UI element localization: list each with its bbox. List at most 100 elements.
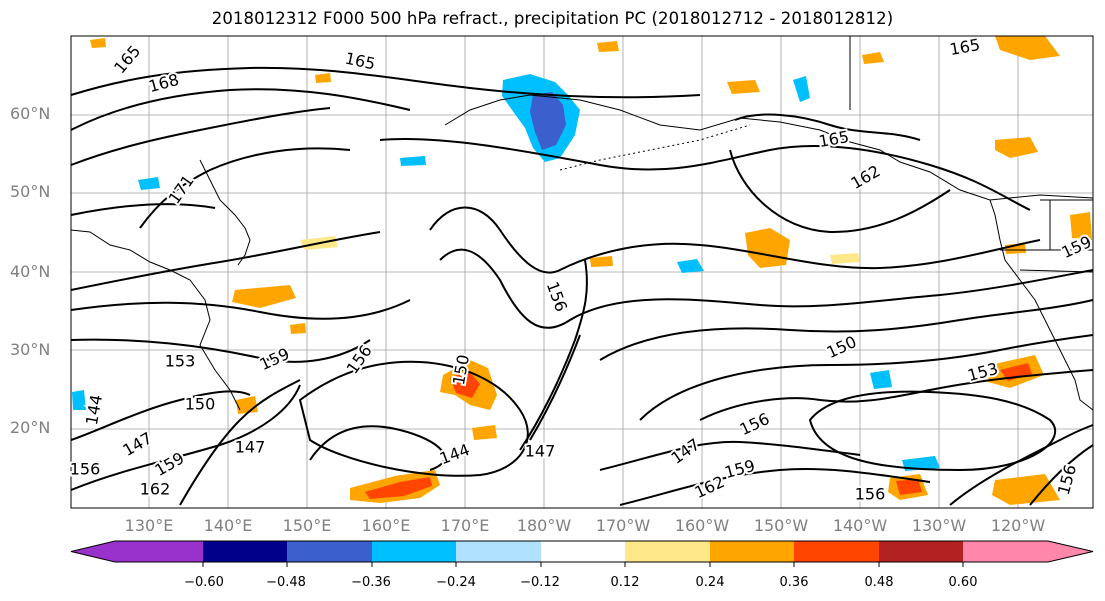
contour-line — [309, 425, 446, 471]
shading-red-patch — [365, 477, 432, 499]
dateline-border — [559, 124, 751, 171]
shading-orange-patch — [90, 38, 106, 48]
colorbar-tick: −0.36 — [351, 575, 391, 590]
colorbar-tick: 0.36 — [779, 575, 809, 590]
lon-label-170w: 170°W — [595, 516, 651, 535]
lon-label-180w: 180°W — [516, 516, 572, 535]
shading-orange-patch — [995, 137, 1038, 158]
contour-line — [1029, 444, 1094, 506]
shading-blue-patch — [138, 177, 160, 190]
refractivity-contours — [70, 66, 1094, 506]
contour-label: 150 — [449, 353, 473, 386]
shading-blue-patch — [793, 76, 810, 102]
contour-line — [70, 390, 251, 441]
contour-label: 147 — [525, 442, 556, 461]
colorbar-segment — [372, 541, 456, 562]
shading-orange-patch — [315, 73, 331, 83]
colorbar-segment — [203, 541, 287, 562]
colorbar-tick: −0.60 — [184, 575, 224, 590]
colorbar-tick: −0.24 — [436, 575, 476, 590]
colorbar-tick: 0.60 — [948, 575, 978, 590]
shading-orange-patch — [862, 52, 884, 64]
contour-line — [729, 149, 951, 234]
colorbar-segment — [625, 541, 710, 562]
border-line — [1019, 269, 1094, 273]
contour-line — [529, 334, 581, 441]
contour-label: 147 — [235, 438, 266, 457]
contour-line — [70, 299, 411, 320]
contour-line — [734, 113, 921, 141]
colorbar-arrow-low — [71, 541, 115, 562]
map-frame — [70, 35, 1094, 509]
colorbar-outline — [70, 540, 1094, 563]
colorbar-arrow-high — [1048, 541, 1093, 562]
shading-darkblue-patch — [530, 92, 566, 150]
contour-line — [599, 299, 1094, 361]
colorbar-segment — [456, 541, 541, 562]
colorbar-tick: 0.24 — [695, 575, 725, 590]
coastline-kamchatka — [199, 159, 251, 266]
contour-label: 162 — [140, 480, 171, 499]
shading-blue-patch — [870, 370, 892, 389]
contour-line — [70, 231, 381, 291]
precipitation-shading — [72, 36, 1092, 505]
colorbar — [70, 540, 1094, 567]
contour-line — [70, 203, 216, 216]
shading-red-patch — [450, 370, 480, 398]
contour-label: 153 — [165, 352, 196, 371]
lon-label-160e: 160°E — [361, 516, 411, 535]
lat-label-20n: 20°N — [10, 418, 51, 437]
shading-blue-patch — [400, 156, 426, 166]
lon-label-150e: 150°E — [282, 516, 332, 535]
lat-label-40n: 40°N — [10, 262, 51, 281]
contour-line — [70, 338, 371, 363]
contour-line — [949, 424, 1094, 506]
lon-label-130w: 130°W — [911, 516, 967, 535]
coastline-na-west — [989, 199, 1094, 411]
colorbar-segment — [879, 541, 963, 562]
lat-label-30n: 30°N — [10, 340, 51, 359]
contour-line — [808, 390, 1057, 472]
contour-line — [298, 360, 529, 477]
contour-line — [519, 259, 588, 451]
colorbar-segment — [541, 541, 625, 562]
coastlines — [70, 36, 1094, 411]
shading-orange-patch — [992, 474, 1060, 505]
lon-label-120w: 120°W — [990, 516, 1046, 535]
lon-label-150w: 150°W — [753, 516, 809, 535]
contour-label: 156 — [855, 485, 886, 504]
shading-red-patch — [896, 479, 922, 495]
colorbar-tick: −0.48 — [266, 575, 306, 590]
colorbar-tick: −0.12 — [520, 575, 560, 590]
contour-line — [179, 379, 301, 506]
colorbar-segment — [794, 541, 879, 562]
shading-orange-patch — [597, 41, 619, 52]
lon-label-140w: 140°W — [832, 516, 888, 535]
contour-line — [639, 334, 1094, 421]
contour-line — [429, 206, 1041, 274]
contour-line — [70, 66, 701, 99]
shading-blue-patch — [677, 259, 704, 273]
contour-label: 156 — [70, 460, 101, 479]
contour-line — [139, 147, 351, 229]
contour-label: 144 — [82, 393, 106, 426]
shading-orange-patch — [727, 80, 760, 94]
contour-line — [379, 138, 1031, 211]
colorbar-tick: 0.48 — [864, 575, 894, 590]
coastline-asia — [70, 229, 241, 411]
lon-label-170e: 170°E — [440, 516, 490, 535]
colorbar-tick: 0.12 — [610, 575, 640, 590]
coastline-alaska — [444, 94, 1094, 201]
shading-orange-patch — [590, 256, 613, 267]
lat-label-60n: 60°N — [10, 104, 51, 123]
colorbar-segment — [710, 541, 794, 562]
contour-label: 150 — [185, 395, 216, 414]
shading-red-patch — [1000, 363, 1032, 381]
shading-orange-patch — [232, 285, 296, 308]
shading-yellow-patch — [830, 253, 860, 264]
contour-line — [70, 107, 331, 166]
contour-line — [70, 88, 411, 131]
shading-orange-patch — [290, 323, 306, 334]
colorbar-segment — [115, 541, 203, 562]
